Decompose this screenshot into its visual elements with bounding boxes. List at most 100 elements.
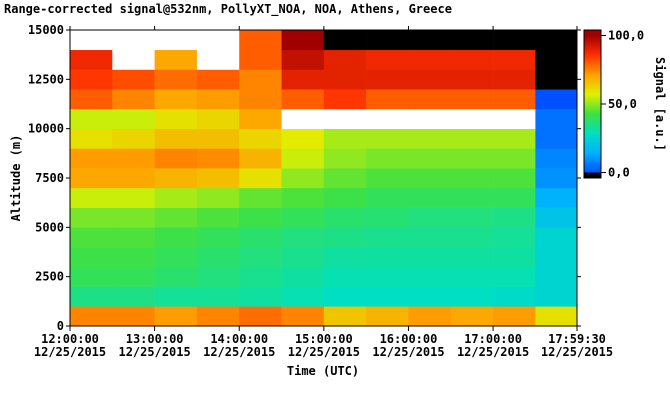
heatmap-cell <box>493 49 536 70</box>
colorbar-tick-label: 50,0 <box>608 97 637 111</box>
heatmap-cell <box>450 207 494 228</box>
heatmap-cell <box>323 306 367 327</box>
heatmap-cell <box>281 227 325 248</box>
heatmap-cell <box>493 286 536 307</box>
heatmap-cell <box>493 69 536 90</box>
heatmap-cell <box>535 286 578 307</box>
x-tick-label: 12:00:00 12/25/2015 <box>34 332 106 359</box>
heatmap-cell <box>535 108 578 129</box>
heatmap-cell <box>408 227 452 248</box>
y-tick-label: 10000 <box>28 122 64 136</box>
heatmap-cell <box>281 30 325 51</box>
heatmap-cell <box>239 227 282 248</box>
heatmap-cell <box>112 69 155 90</box>
heatmap-cell <box>408 30 452 51</box>
heatmap-cell <box>112 168 155 189</box>
heatmap-cell <box>154 148 198 169</box>
y-axis-label: Altitude (m) <box>9 135 23 222</box>
heatmap-cell <box>408 247 452 268</box>
heatmap-cell <box>281 148 325 169</box>
heatmap-cell <box>281 49 325 70</box>
heatmap-cell <box>154 247 198 268</box>
heatmap-cell <box>196 247 240 268</box>
heatmap-cell <box>408 266 452 287</box>
heatmap-cell <box>239 266 282 287</box>
heatmap-cell <box>112 187 155 208</box>
heatmap-cell <box>154 207 198 228</box>
heatmap-cell <box>70 266 113 287</box>
heatmap-cell <box>281 128 325 149</box>
heatmap-cell <box>408 306 452 327</box>
heatmap-cell <box>535 148 578 169</box>
heatmap-cell <box>535 168 578 189</box>
heatmap-cell <box>535 128 578 149</box>
heatmap-cell <box>154 89 198 110</box>
heatmap-cell <box>366 89 409 110</box>
heatmap-cell <box>408 49 452 70</box>
heatmap-cell <box>408 187 452 208</box>
heatmap-cell <box>70 89 113 110</box>
heatmap-cell <box>323 227 367 248</box>
heatmap-cell <box>408 148 452 169</box>
heatmap-cell <box>450 30 494 51</box>
heatmap-cell <box>154 69 198 90</box>
heatmap-cell <box>323 168 367 189</box>
x-tick-label: 16:00:00 12/25/2015 <box>372 332 444 359</box>
heatmap-cell <box>112 207 155 228</box>
heatmap-cell <box>70 187 113 208</box>
heatmap-cell <box>493 89 536 110</box>
heatmap-cell <box>196 89 240 110</box>
heatmap-cell <box>154 227 198 248</box>
heatmap-cell <box>70 286 113 307</box>
heatmap-cell <box>366 286 409 307</box>
heatmap-cell <box>70 227 113 248</box>
heatmap-cell <box>366 49 409 70</box>
x-axis-label: Time (UTC) <box>287 364 359 378</box>
heatmap-cell <box>535 247 578 268</box>
heatmap-cell <box>239 286 282 307</box>
heatmap-cell <box>281 266 325 287</box>
colorbar-tick-label: 100,0 <box>608 28 644 42</box>
heatmap-cell <box>281 168 325 189</box>
heatmap-cell <box>450 266 494 287</box>
heatmap-cell <box>323 69 367 90</box>
y-tick-label: 7500 <box>35 171 64 185</box>
heatmap-cell <box>450 187 494 208</box>
heatmap-cell <box>239 30 282 51</box>
heatmap-cell <box>196 207 240 228</box>
colorbar-tick-label: 0,0 <box>608 166 630 180</box>
heatmap-cell <box>70 247 113 268</box>
heatmap-cell <box>112 148 155 169</box>
heatmap-cell <box>154 168 198 189</box>
heatmap-cell <box>493 247 536 268</box>
heatmap-cell <box>408 207 452 228</box>
heatmap-cell <box>112 30 155 51</box>
heatmap-cell <box>70 69 113 90</box>
heatmap-cell <box>70 108 113 129</box>
heatmap-cell <box>493 30 536 51</box>
heatmap-cell <box>323 89 367 110</box>
heatmap-cell <box>154 30 198 51</box>
y-tick-label: 2500 <box>35 270 64 284</box>
heatmap-cell <box>366 227 409 248</box>
heatmap-cell <box>239 108 282 129</box>
heatmap-cell <box>112 306 155 327</box>
heatmap-cell <box>535 207 578 228</box>
heatmap-cell <box>366 306 409 327</box>
heatmap-cell <box>323 187 367 208</box>
heatmap-cell <box>493 168 536 189</box>
y-tick-label: 15000 <box>28 23 64 37</box>
heatmap-cell <box>408 128 452 149</box>
heatmap-cell <box>281 187 325 208</box>
heatmap-cell <box>450 227 494 248</box>
heatmap-cell <box>112 286 155 307</box>
colorbar-label: Signal [a.u.] <box>653 57 667 151</box>
heatmap-cell <box>408 69 452 90</box>
heatmap-cell <box>450 247 494 268</box>
heatmap-cell <box>196 168 240 189</box>
heatmap-cell <box>450 108 494 129</box>
heatmap-cell <box>323 30 367 51</box>
heatmap-cell <box>196 227 240 248</box>
heatmap-cell <box>323 286 367 307</box>
